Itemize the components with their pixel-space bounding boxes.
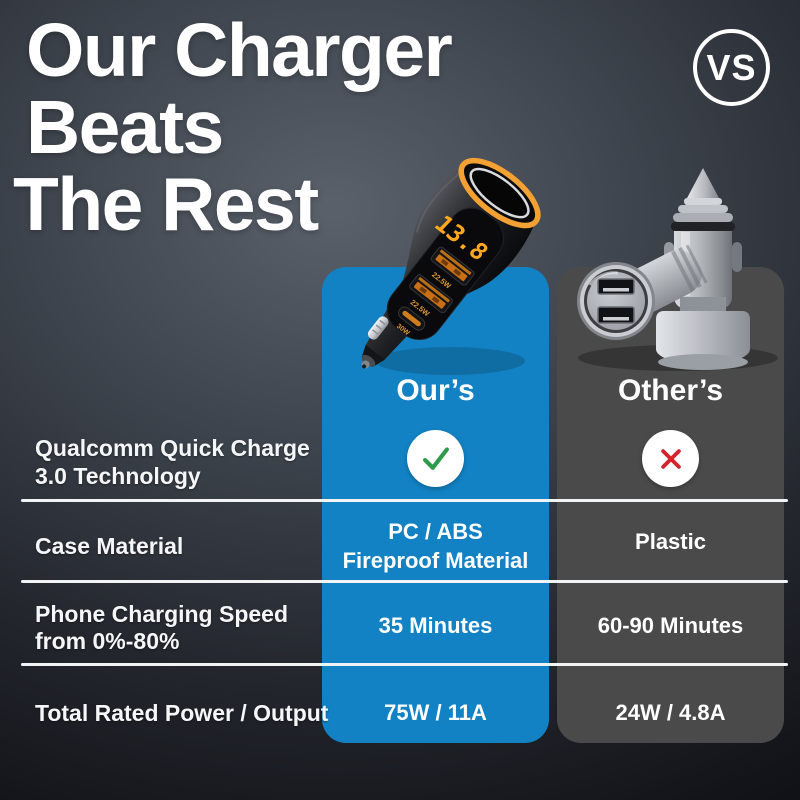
our-charger-product-image: 13.8 22.5W 22.5W 30W [361,157,541,375]
lying-charger-unit [577,244,708,340]
row-divider-2 [21,580,788,583]
usb-port-1 [430,246,475,286]
feature-label-quick-charge: Qualcomm Quick Charge 3.0 Technology [35,435,310,489]
other-charger-product-image [577,168,778,371]
black-ring [671,222,735,231]
column-header-ours: Our’s [396,374,475,407]
our-charger-shadow [375,347,525,375]
charger-base-skirt [656,311,750,364]
usb-port-2 [409,274,453,314]
value-ours-case-material: PC / ABS Fireproof Material [342,519,529,573]
value-others-rated-power: 24W / 4.8A [615,700,726,725]
vs-badge: VS [693,29,770,106]
check-icon [407,430,464,487]
value-others-charging-speed: 60-90 Minutes [597,613,744,638]
feature-label-case-material: Case Material [35,533,184,559]
title-line-2: Beats [26,85,224,169]
feature-label-rated-power: Total Rated Power / Output [35,700,329,726]
title-line-3: The Rest [13,162,319,246]
hammer-tip [686,168,720,200]
contact-clip-right [732,242,742,272]
plug-side-contact [367,316,389,340]
usb-c-port [398,306,426,331]
title-line-1: Our Charger [26,8,453,92]
charger-front-panel [386,207,504,340]
dual-usb-ports [597,278,635,324]
row-divider-1 [21,499,788,502]
value-others-case-material: Plastic [635,529,706,554]
plug-tip [361,344,385,369]
cross-icon [642,430,699,487]
vs-badge-label: VS [706,46,757,88]
value-ours-rated-power: 75W / 11A [384,700,487,725]
feature-label-charging-speed: Phone Charging Speed from 0%-80% [35,601,289,654]
socket-inner-ring [469,167,530,219]
row-divider-3 [21,663,788,666]
page-title: Our Charger Beats The Rest [13,8,453,243]
column-header-others: Other’s [617,374,724,407]
value-ours-charging-speed: 35 Minutes [378,613,493,638]
